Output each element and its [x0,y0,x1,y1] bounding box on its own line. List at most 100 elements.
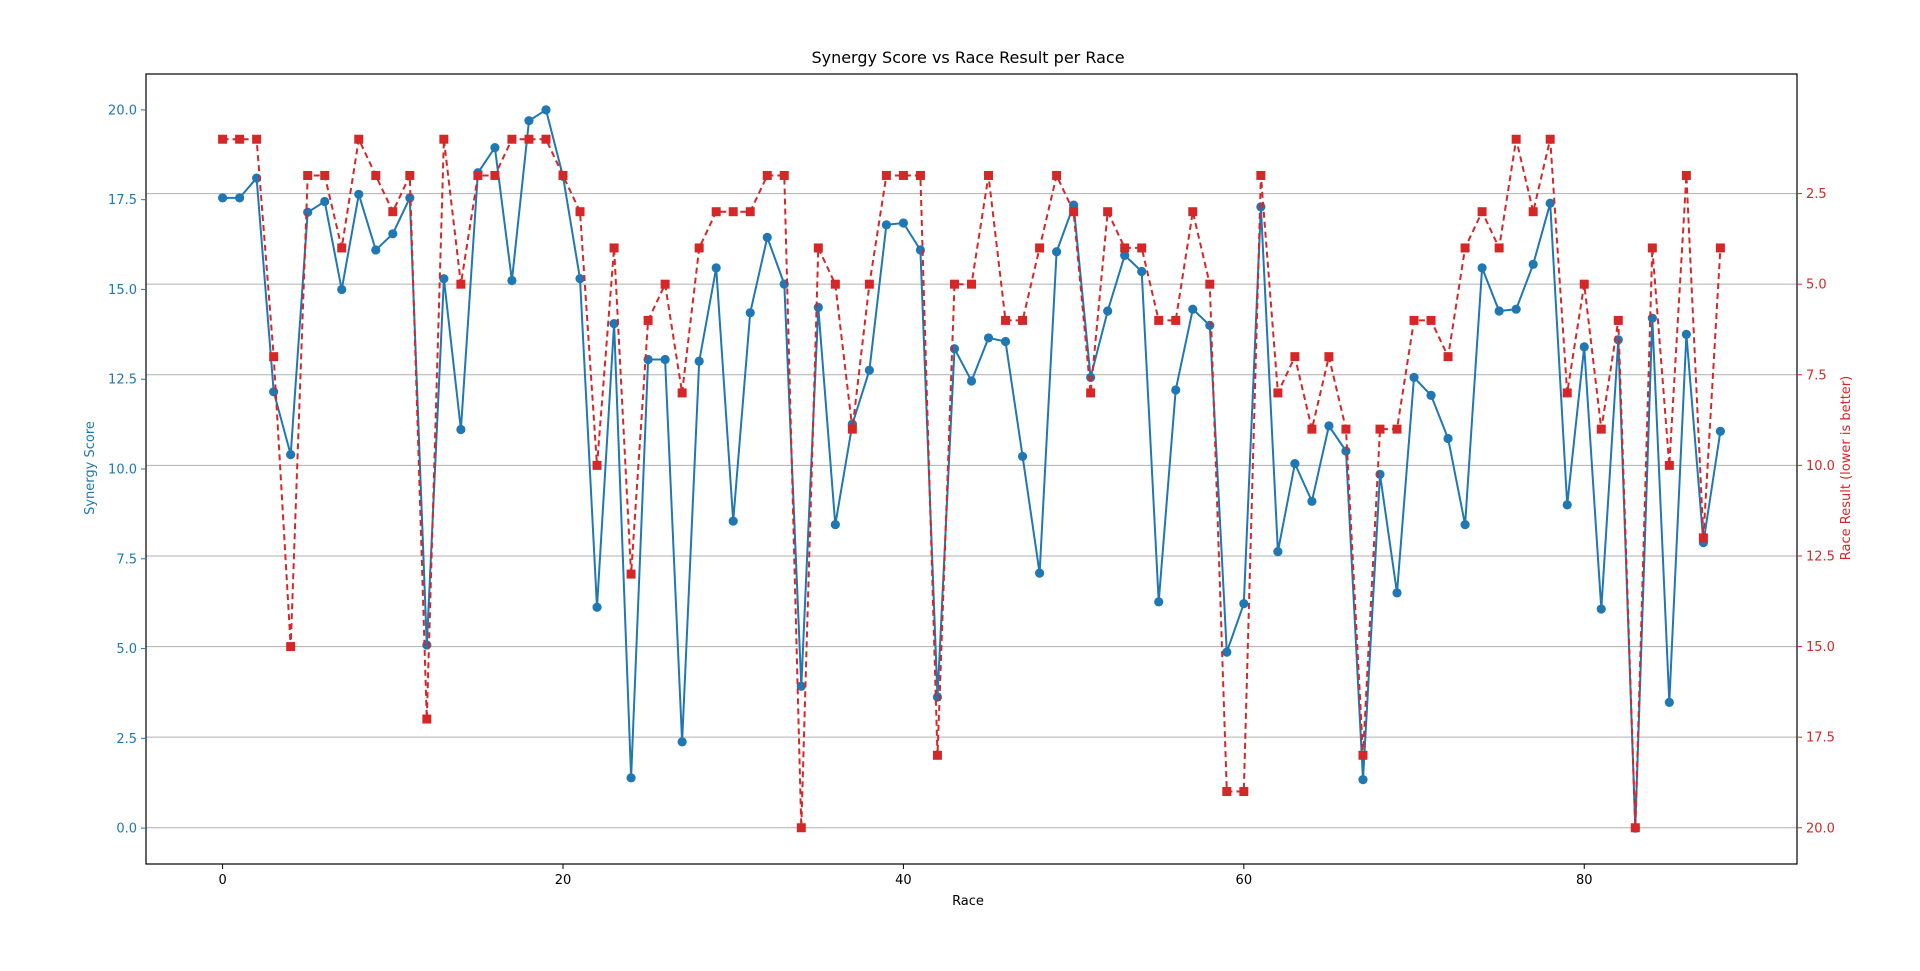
synergy-point [966,376,977,386]
race-result-point [932,750,942,760]
synergy-point [1511,304,1521,314]
synergy-point [371,245,381,255]
race-result-point [915,170,925,180]
y-axis-left-label: Synergy Score [83,421,98,515]
race-result-point [813,243,823,253]
synergy-point [1307,496,1317,506]
synergy-point [1647,313,1657,323]
axes: 0 20 40 60 80 0.0 2.5 5.0 7.5 10.0 12.5 15.0 17.5 20.… [108,73,1835,888]
synergy-point [1494,306,1504,316]
race-result-point [1528,207,1538,217]
race-result-point [1545,134,1555,144]
race-result-point [405,170,415,180]
race-result-point [660,279,670,289]
race-result-point [677,388,687,398]
race-result-point [1358,750,1368,760]
race-result-point [1052,170,1062,180]
synergy-point [1000,336,1011,347]
y-right-tick-label: 17.5 [1806,731,1835,746]
synergy-point [1664,697,1674,708]
race-result-point [1596,424,1606,434]
race-result-point [1273,388,1283,398]
race-result-point [796,823,806,833]
y-left-tick-label: 17.5 [108,193,137,208]
y-right-tick-label: 20.0 [1806,821,1835,836]
race-result-point [779,170,789,180]
race-result-point [745,207,755,217]
y-right-tick-label: 7.5 [1806,368,1827,383]
synergy-point [1205,320,1215,330]
synergy-point [1715,426,1726,436]
y-left-tick-label: 12.5 [108,373,137,388]
race-result-point [864,279,874,289]
x-tick-label: 40 [895,873,912,888]
synergy-point [388,229,398,239]
race-result-point [1171,315,1181,325]
synergy-point [1681,329,1691,339]
synergy-point [1392,588,1402,598]
y-left-tick-label: 15.0 [108,283,137,298]
race-result-point [388,207,398,217]
race-result-point [1188,207,1198,217]
synergy-point [507,275,517,286]
synergy-point [1528,259,1538,269]
y-left-tick-label: 20.0 [108,103,137,118]
race-result-point [1426,315,1436,325]
y-right-tick-label: 15.0 [1806,640,1835,655]
race-result-point [694,243,704,253]
synergy-point [898,218,909,228]
synergy-point [1171,385,1181,395]
synergy-point [337,284,347,295]
race-result-point [1392,424,1402,434]
y-left-tick-label: 10.0 [108,463,137,478]
race-result-point [1307,424,1317,434]
race-result-point [269,352,279,362]
race-result-point [286,642,296,652]
synergy-point [711,263,721,273]
y-right-tick-label: 10.0 [1806,459,1835,474]
race-result-point [1715,243,1725,253]
race-result-point [320,170,330,180]
race-result-point [1681,170,1691,180]
race-result-point [830,279,840,289]
race-result-point [1086,388,1096,398]
race-result-point [422,714,432,724]
synergy-point [1545,198,1555,208]
race-result-point [507,134,517,144]
race-result-point [1001,315,1011,325]
race-result-point [1698,533,1708,543]
x-tick-label: 0 [218,873,226,888]
synergy-point [592,602,602,612]
synergy-point [1409,372,1419,383]
synergy-point [354,189,364,199]
synergy-point [1426,390,1436,400]
race-result-point [1154,315,1164,325]
race-result-point [643,315,653,325]
chart-title: Synergy Score vs Race Result per Race [811,48,1124,67]
synergy-point [541,105,551,115]
synergy-point [1034,568,1045,578]
race-result-point [1460,243,1470,253]
synergy-point [320,196,330,207]
synergy-point [694,356,704,366]
synergy-point [932,692,943,702]
y-right-tick-label: 2.5 [1806,187,1827,202]
synergy-point [813,302,823,313]
synergy-point [1579,342,1589,352]
synergy-point [1188,304,1198,314]
synergy-point [1562,500,1572,510]
race-result-point [847,424,857,434]
race-result-point [626,569,636,579]
race-result-point [898,170,908,180]
synergy-point [830,520,840,530]
race-result-point [1035,243,1045,253]
synergy-point [745,308,755,318]
race-result-point [473,170,483,180]
series-race-result [218,134,1725,833]
race-result-point [1324,352,1334,362]
race-result-point [524,134,534,144]
race-result-point [1630,823,1640,833]
race-result-point [1664,460,1674,470]
synergy-point [762,232,772,242]
